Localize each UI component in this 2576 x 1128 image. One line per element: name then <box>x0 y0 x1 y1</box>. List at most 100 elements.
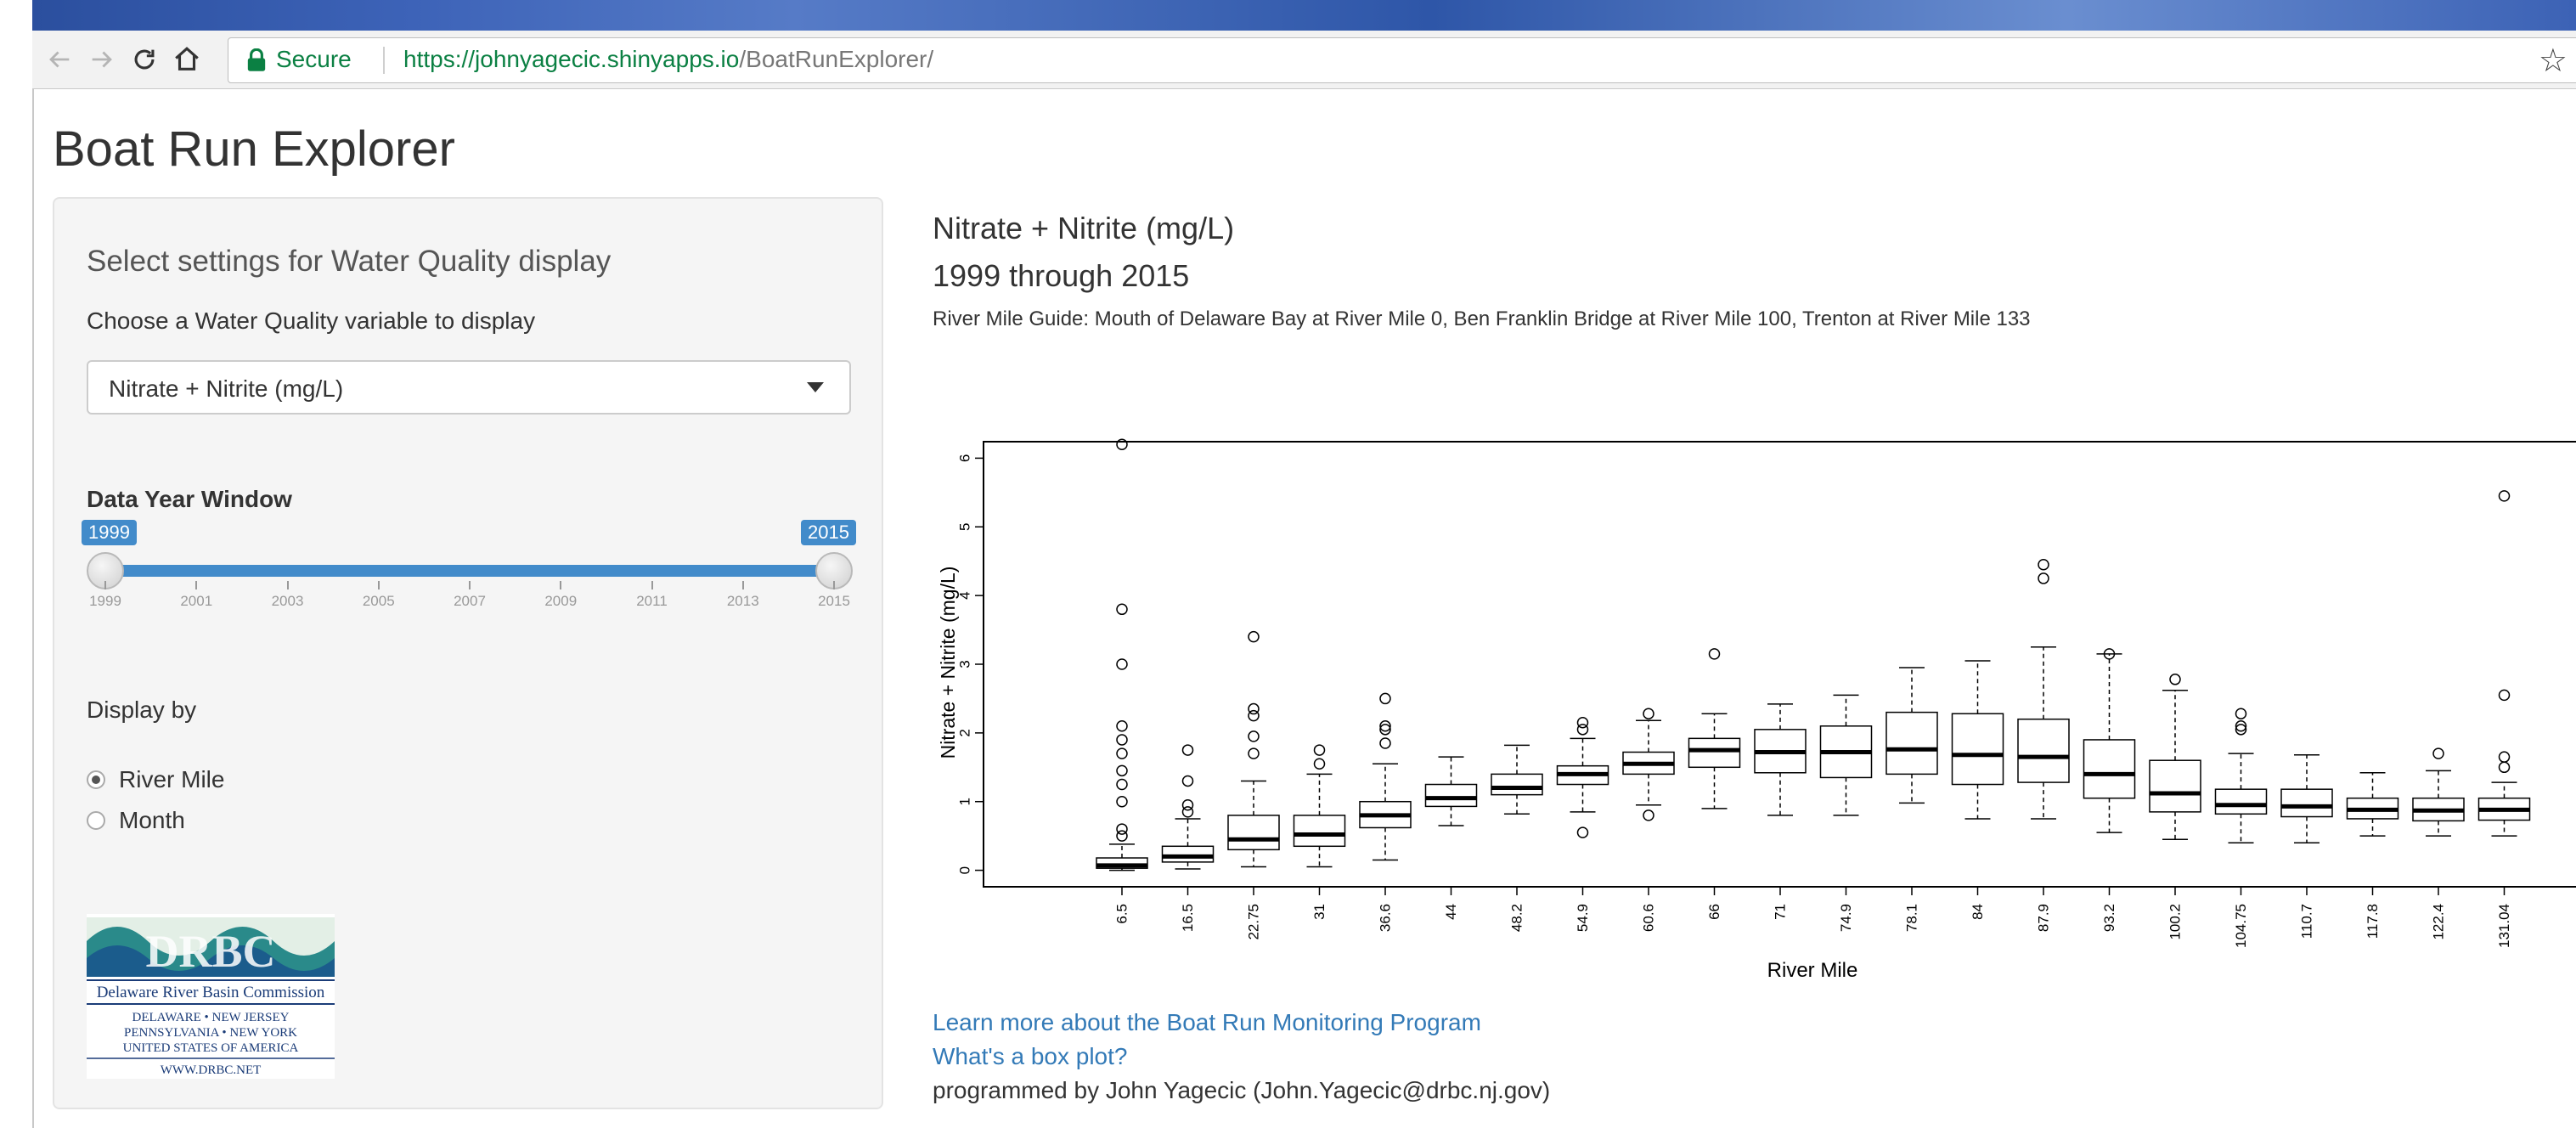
year-window-label: Data Year Window <box>87 486 292 512</box>
outlier-point <box>2498 751 2511 763</box>
x-tick-label: 71 <box>1773 904 1789 920</box>
year-range-slider[interactable]: 1999 2015 1999 2001 2003 2005 2007 2009 2011 20… <box>82 520 856 613</box>
outlier-point <box>1248 702 1260 715</box>
window-edge <box>0 0 34 1128</box>
outlier-point <box>1116 720 1128 732</box>
y-axis: 0 1 2 3 4 5 6 <box>957 454 984 874</box>
outlier-point <box>2235 720 2247 732</box>
slider-tick <box>741 581 744 589</box>
outlier-point <box>2038 572 2049 584</box>
x-tick-label: 122.4 <box>2431 904 2447 940</box>
outlier-point <box>1576 724 1589 736</box>
url-path: /BoatRunExplorer/ <box>739 46 934 72</box>
iqr-box <box>1885 711 1938 776</box>
x-tick-label: 16.5 <box>1180 904 1196 932</box>
plot-frame <box>983 441 2576 888</box>
outlier-point <box>1116 830 1128 842</box>
home-button[interactable] <box>170 42 204 76</box>
radio-month[interactable]: Month <box>87 807 185 834</box>
iqr-box <box>1688 737 1741 769</box>
outlier-point <box>1181 744 1194 756</box>
svg-text:UNITED STATES OF AMERICA: UNITED STATES OF AMERICA <box>123 1041 299 1055</box>
boat-run-program-link[interactable]: Learn more about the Boat Run Monitoring… <box>933 1009 1481 1035</box>
boxplot-chart: 0 1 2 3 4 5 6 6.5 16.5 22.75 31 36.6 44 48.2 54.9 60.6… <box>937 438 2576 982</box>
box-117.8 <box>2346 772 2399 837</box>
iqr-box <box>1951 713 2004 786</box>
outlier-point <box>1116 823 1128 835</box>
url-text: https://johnyagecic.shinyapps.io/BoatRun… <box>403 46 933 73</box>
radio-button-checked[interactable] <box>87 770 105 789</box>
outlier-point <box>1116 658 1128 670</box>
slider-tick <box>651 581 653 589</box>
slider-tick <box>833 581 835 589</box>
x-axis: 6.5 16.5 22.75 31 36.6 44 48.2 54.9 60.6 66 71 74.9… <box>1114 887 2512 948</box>
box-84 <box>1951 660 2004 820</box>
x-tick-label: 100.2 <box>2167 904 2184 940</box>
iqr-box <box>2280 788 2333 818</box>
iqr-box <box>1491 773 1543 796</box>
slider-tick-label: 1999 <box>89 593 121 609</box>
radio-river-mile[interactable]: River Mile <box>87 766 224 793</box>
box-36.6 <box>1359 692 1412 861</box>
box-31 <box>1293 744 1346 868</box>
radio-label-month: Month <box>119 807 185 833</box>
outlier-point <box>1313 758 1326 770</box>
bookmark-star-icon[interactable]: ☆ <box>2538 43 2568 79</box>
outlier-point <box>1116 747 1128 759</box>
x-tick-label: 117.8 <box>2365 904 2381 939</box>
box-78.1 <box>1885 667 1938 804</box>
slider-tick-label: 2005 <box>362 593 395 609</box>
outlier-point <box>2235 724 2247 736</box>
slider-tick <box>469 581 471 589</box>
box-22.75 <box>1227 630 1280 868</box>
outlier-point <box>1576 716 1589 729</box>
box-87.9 <box>2017 558 2070 820</box>
box-104.75 <box>2214 708 2268 843</box>
iqr-box <box>2017 718 2070 783</box>
outlier-point <box>1181 775 1194 787</box>
chart-title: Nitrate + Nitrite (mg/L) <box>933 211 1235 245</box>
box-66 <box>1688 648 1741 809</box>
y-tick-label: 3 <box>957 660 973 668</box>
slider-tick-label: 2003 <box>271 593 304 609</box>
radio-button[interactable] <box>87 811 105 830</box>
y-tick-label: 1 <box>957 798 973 805</box>
back-button[interactable] <box>42 42 76 76</box>
back-arrow-icon <box>49 51 70 68</box>
outlier-point <box>1643 708 1654 719</box>
outlier-point <box>1181 806 1194 818</box>
svg-text:PENNSYLVANIA • NEW YORK: PENNSYLVANIA • NEW YORK <box>124 1026 297 1040</box>
x-tick-label: 22.75 <box>1246 904 1262 940</box>
iqr-box <box>2149 759 2201 813</box>
forward-button[interactable] <box>85 42 119 76</box>
x-axis-label: River Mile <box>1767 959 1858 982</box>
outlier-point <box>2432 747 2444 759</box>
box-54.9 <box>1556 716 1609 838</box>
forward-arrow-icon <box>92 51 112 68</box>
slider-tick <box>377 581 380 589</box>
boxes <box>1096 438 2531 871</box>
reload-button[interactable] <box>127 42 161 76</box>
box-60.6 <box>1622 708 1675 821</box>
iqr-box <box>2214 788 2268 815</box>
box-16.5 <box>1161 744 1215 870</box>
slider-tick <box>104 581 106 589</box>
box-plot-help-link[interactable]: What's a box plot? <box>933 1043 1128 1069</box>
outlier-point <box>2498 490 2511 502</box>
box-44 <box>1424 756 1478 826</box>
outlier-point <box>1248 730 1260 742</box>
svg-text:DRBC: DRBC <box>145 926 275 977</box>
river-mile-guide: River Mile Guide: Mouth of Delaware Bay … <box>933 307 2031 330</box>
address-bar[interactable]: Secure https://johnyagecic.shinyapps.io/… <box>228 37 2576 83</box>
iqr-box <box>1424 783 1478 808</box>
x-tick-label: 87.9 <box>2036 904 2052 932</box>
y-tick-label: 5 <box>957 523 973 531</box>
x-tick-label: 84 <box>1970 904 1986 920</box>
variable-select[interactable]: Nitrate + Nitrite (mg/L) <box>87 360 851 415</box>
slider-track[interactable] <box>105 565 834 577</box>
home-icon <box>175 47 199 70</box>
box-93.2 <box>2083 648 2136 833</box>
sidebar-heading: Select settings for Water Quality displa… <box>87 245 612 278</box>
slider-tick <box>560 581 562 589</box>
box-71 <box>1754 703 1807 816</box>
